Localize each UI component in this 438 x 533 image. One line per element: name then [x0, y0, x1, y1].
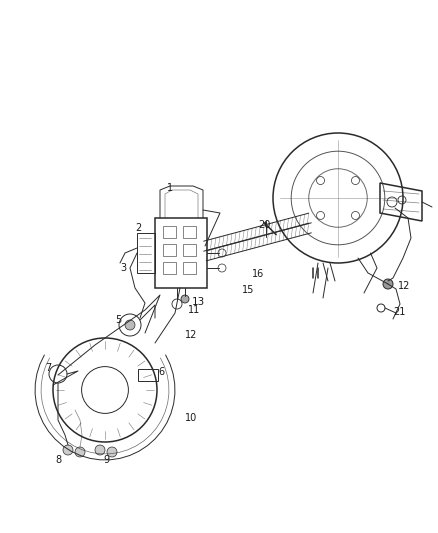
- Bar: [163, 226, 176, 238]
- Circle shape: [383, 279, 393, 289]
- Text: 13: 13: [192, 297, 205, 307]
- Bar: [138, 369, 158, 381]
- Text: 12: 12: [185, 330, 198, 340]
- Circle shape: [75, 447, 85, 457]
- Text: 3: 3: [120, 263, 126, 273]
- Circle shape: [63, 445, 73, 455]
- Bar: [183, 244, 196, 256]
- Text: 9: 9: [103, 455, 109, 465]
- Circle shape: [95, 445, 105, 455]
- Circle shape: [181, 295, 189, 303]
- Text: 2: 2: [135, 223, 141, 233]
- Text: 15: 15: [242, 285, 254, 295]
- Text: 16: 16: [252, 269, 264, 279]
- Text: 8: 8: [55, 455, 61, 465]
- Bar: [163, 244, 176, 256]
- Bar: [163, 262, 176, 274]
- Text: 1: 1: [167, 183, 173, 193]
- Text: 6: 6: [158, 367, 164, 377]
- Bar: [183, 226, 196, 238]
- Bar: [183, 262, 196, 274]
- Text: 12: 12: [398, 281, 410, 291]
- Text: 11: 11: [188, 305, 200, 315]
- Circle shape: [107, 447, 117, 457]
- Circle shape: [125, 320, 135, 330]
- Text: 20: 20: [258, 220, 270, 230]
- Text: 21: 21: [393, 307, 406, 317]
- Text: 5: 5: [115, 315, 121, 325]
- Bar: [155, 218, 207, 288]
- Text: 7: 7: [45, 363, 51, 373]
- Text: 10: 10: [185, 413, 197, 423]
